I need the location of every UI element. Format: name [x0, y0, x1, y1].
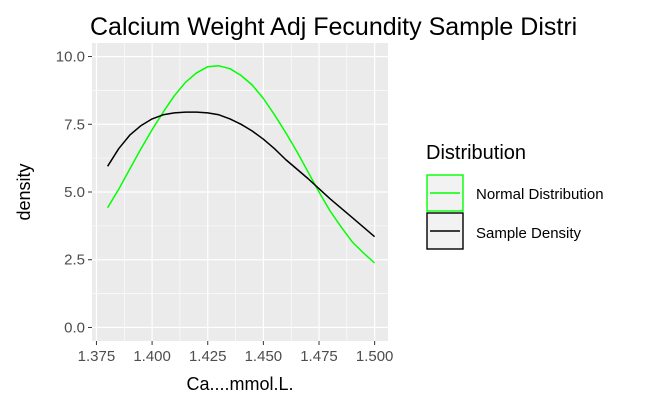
series-line-normal-distribution — [106, 65, 376, 264]
legend-title: Distribution — [426, 142, 526, 164]
y-axis-ticks: 0.0 2.5 5.0 7.5 10.0 — [56, 49, 92, 336]
grid-major — [92, 43, 388, 341]
y-tick-label: 10.0 — [56, 49, 85, 66]
legend-label-normal-distribution: Normal Distribution — [476, 186, 604, 203]
x-tick-label: 1.400 — [133, 348, 171, 365]
series-line-sample-density — [106, 111, 376, 238]
x-tick-label: 1.500 — [356, 348, 394, 365]
series-layer — [106, 65, 376, 264]
legend-key-sample-density — [426, 212, 464, 250]
y-tick-label: 7.5 — [64, 116, 85, 133]
x-axis-ticks: 1.375 1.400 1.425 1.450 1.475 1.500 — [78, 341, 394, 365]
chart-title: Calcium Weight Adj Fecundity Sample Dist… — [90, 13, 577, 41]
y-axis-title: density — [14, 163, 34, 220]
y-tick-label: 0.0 — [64, 319, 85, 336]
x-tick-label: 1.375 — [78, 348, 116, 365]
y-tick-label: 2.5 — [64, 252, 85, 269]
x-tick-label: 1.475 — [300, 348, 338, 365]
legend-label-sample-density: Sample Density — [476, 225, 582, 242]
x-tick-label: 1.450 — [245, 348, 283, 365]
x-axis-title: Ca....mmol.L. — [186, 374, 293, 394]
legend-key-normal-distribution — [426, 174, 464, 212]
y-tick-label: 5.0 — [64, 184, 85, 201]
legend: Distribution Normal Distribution Sample … — [426, 142, 604, 250]
x-tick-label: 1.425 — [189, 348, 227, 365]
